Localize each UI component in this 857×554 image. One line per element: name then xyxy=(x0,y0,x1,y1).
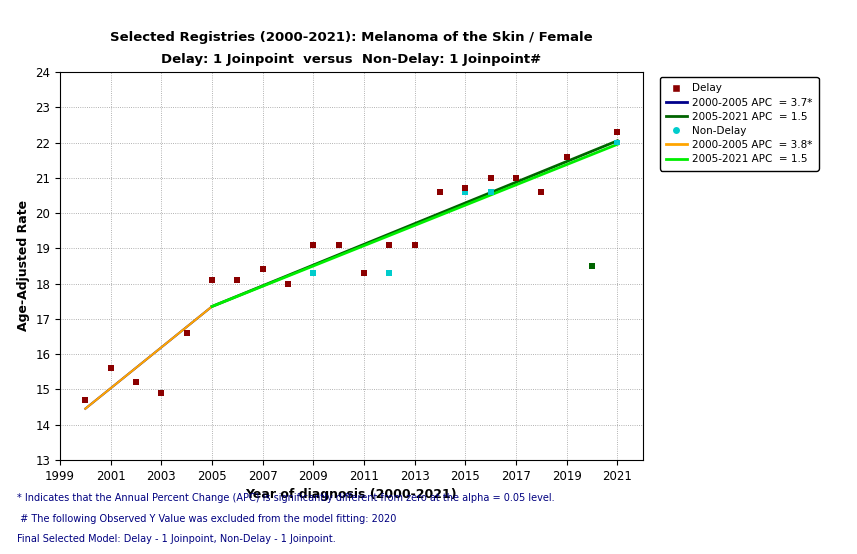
Point xyxy=(433,187,446,196)
Text: # The following Observed Y Value was excluded from the model fitting: 2020: # The following Observed Y Value was exc… xyxy=(17,514,397,524)
Point xyxy=(104,364,117,373)
Point xyxy=(332,240,345,249)
Point xyxy=(307,240,321,249)
Text: Delay: 1 Joinpoint  versus  Non-Delay: 1 Joinpoint#: Delay: 1 Joinpoint versus Non-Delay: 1 J… xyxy=(161,54,542,66)
Point xyxy=(180,329,194,337)
Point xyxy=(560,152,573,161)
Point xyxy=(585,261,599,270)
Point xyxy=(357,269,371,278)
Point xyxy=(458,184,472,193)
Point xyxy=(281,279,295,288)
Point xyxy=(535,187,548,196)
Point xyxy=(382,269,396,278)
Point xyxy=(408,240,422,249)
Point xyxy=(484,173,498,182)
Point xyxy=(205,275,219,284)
Point xyxy=(231,275,244,284)
Point xyxy=(154,388,168,397)
Point xyxy=(433,187,446,196)
Point xyxy=(154,388,168,397)
Text: * Indicates that the Annual Percent Change (APC) is significantly different from: * Indicates that the Annual Percent Chan… xyxy=(17,494,554,504)
Point xyxy=(560,152,573,161)
Point xyxy=(180,329,194,337)
Point xyxy=(535,187,548,196)
Point xyxy=(610,127,624,136)
Point xyxy=(256,265,270,274)
Point xyxy=(484,187,498,196)
Point xyxy=(458,187,472,196)
Point xyxy=(256,265,270,274)
Point xyxy=(509,173,523,182)
Text: Selected Registries (2000-2021): Melanoma of the Skin / Female: Selected Registries (2000-2021): Melanom… xyxy=(110,32,593,44)
Point xyxy=(205,275,219,284)
Point xyxy=(79,396,93,404)
Point xyxy=(129,378,143,387)
Point xyxy=(408,240,422,249)
Point xyxy=(104,364,117,373)
Point xyxy=(79,396,93,404)
Legend: Delay, 2000-2005 APC  = 3.7*, 2005-2021 APC  = 1.5, Non-Delay, 2000-2005 APC  = : Delay, 2000-2005 APC = 3.7*, 2005-2021 A… xyxy=(660,77,818,171)
Point xyxy=(509,173,523,182)
Point xyxy=(281,279,295,288)
Y-axis label: Age-Adjusted Rate: Age-Adjusted Rate xyxy=(17,201,30,331)
Point xyxy=(610,138,624,147)
Point xyxy=(357,269,371,278)
X-axis label: Year of diagnosis (2000-2021): Year of diagnosis (2000-2021) xyxy=(246,488,457,501)
Point xyxy=(307,269,321,278)
Point xyxy=(382,240,396,249)
Point xyxy=(332,240,345,249)
Point xyxy=(129,378,143,387)
Point xyxy=(231,275,244,284)
Text: Final Selected Model: Delay - 1 Joinpoint, Non-Delay - 1 Joinpoint.: Final Selected Model: Delay - 1 Joinpoin… xyxy=(17,534,336,544)
